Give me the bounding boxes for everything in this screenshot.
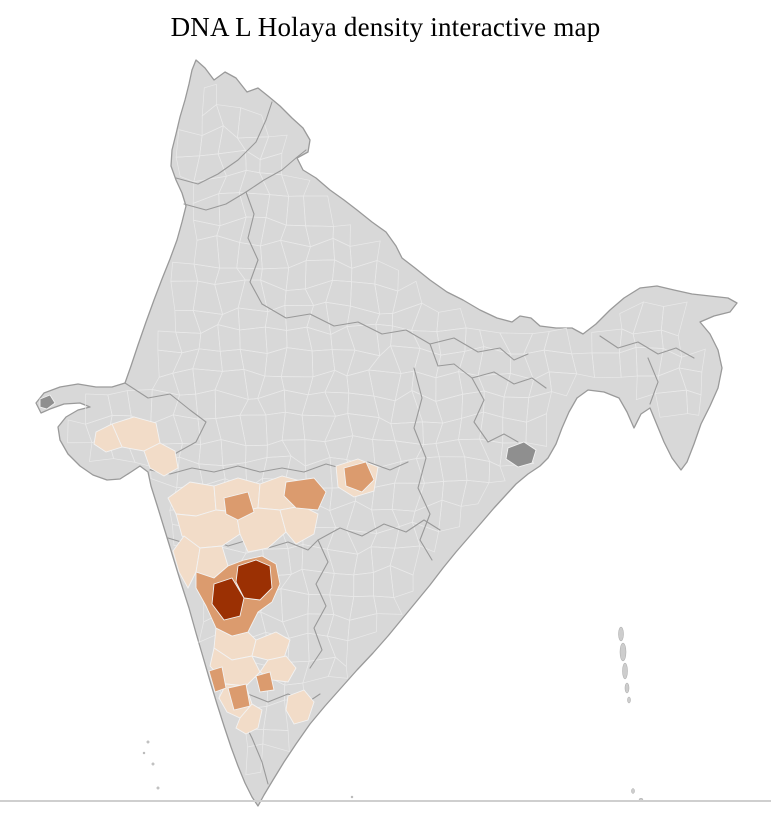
andaman-island [627,696,631,704]
page-title: DNA L Holaya density interactive map [170,12,601,42]
district-region-dg2[interactable] [39,394,56,410]
island-dot [350,795,354,799]
district-region-md6[interactable] [227,683,251,711]
highlighted-districts [39,394,537,735]
andaman-island [618,626,624,642]
district-region-md2[interactable] [283,477,327,511]
india-landmass[interactable] [35,59,738,807]
district-region-g3[interactable] [93,423,123,453]
island-dot [156,786,160,790]
district-region-dg1[interactable] [505,441,537,468]
district-region-kl7[interactable] [285,689,315,725]
district-region-md1[interactable] [223,491,255,521]
district-region-h1[interactable] [235,559,273,601]
andaman-island [624,682,630,694]
andaman-island [619,642,627,662]
andaman-island [631,788,635,794]
district-region-md7[interactable] [255,671,275,693]
district-region-md3[interactable] [343,461,375,493]
island-dot [142,751,146,755]
islands [142,626,644,803]
district-region-md5[interactable] [208,666,227,693]
district-region-g2[interactable] [143,442,179,477]
district-region-m5[interactable] [235,507,287,553]
andaman-island [622,662,628,680]
district-region-kl4[interactable] [235,703,263,735]
district-region-h2[interactable] [211,577,245,621]
island-dot [151,762,155,766]
island-dot [146,740,150,744]
bottom-divider [0,800,771,802]
